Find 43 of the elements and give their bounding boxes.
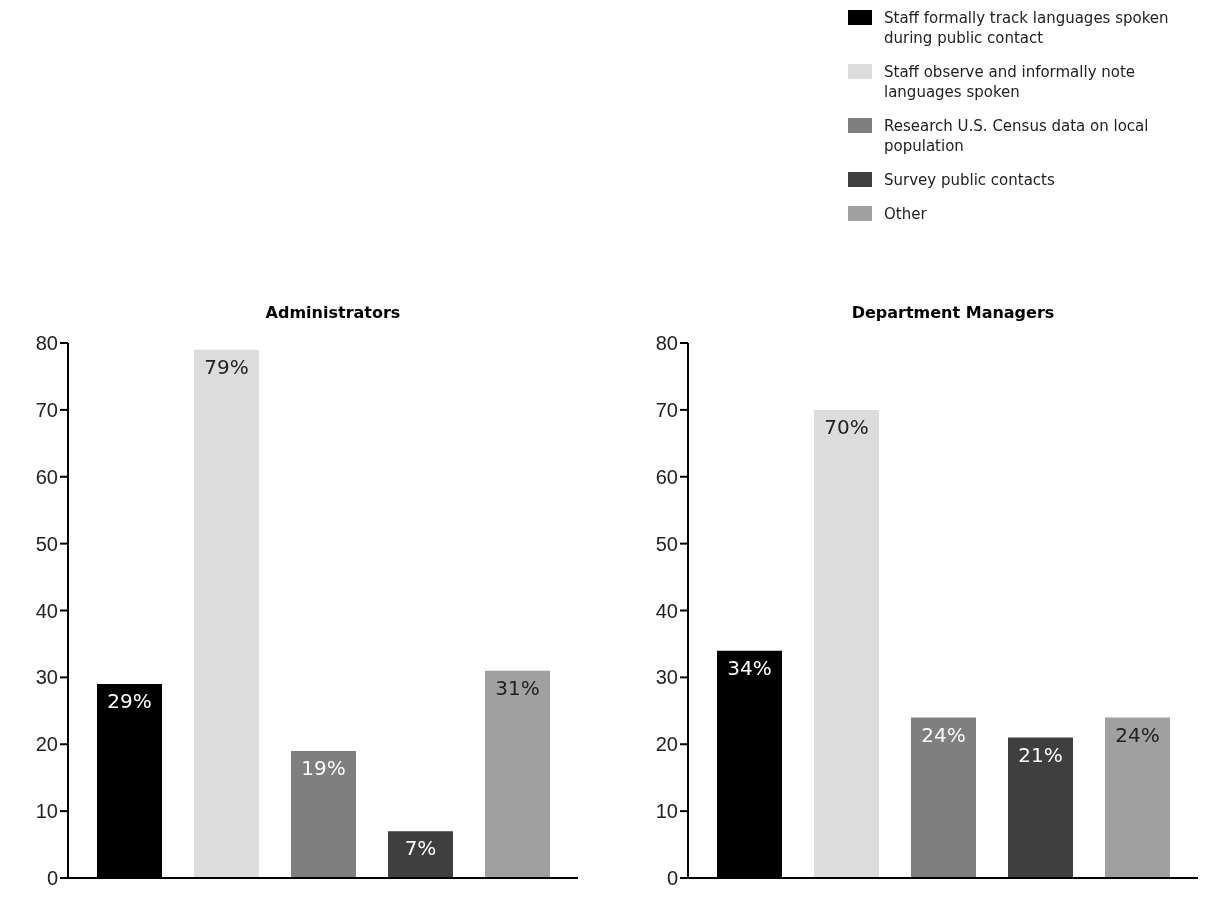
bar	[388, 831, 453, 878]
y-tick-label: 40	[655, 599, 678, 622]
bar	[1105, 717, 1170, 878]
y-tick-label: 20	[35, 733, 58, 756]
y-tick-label: 30	[655, 666, 678, 689]
data-label: 21%	[1018, 742, 1063, 767]
y-tick-label: 70	[35, 398, 58, 421]
y-tick-label: 20	[655, 733, 678, 756]
legend-label: Staff observe and informally note languages spoken	[884, 62, 1137, 102]
y-tick-label: 40	[35, 599, 58, 622]
y-tick-label: 10	[35, 800, 58, 823]
data-label: 29%	[107, 689, 152, 714]
bar	[1008, 737, 1073, 878]
chart-title: Department Managers	[850, 303, 1056, 324]
data-label: 7%	[404, 836, 437, 861]
y-tick-label: 70	[655, 398, 678, 421]
y-tick-label: 10	[655, 800, 678, 823]
data-label: 31%	[495, 675, 540, 700]
y-tick-label: 60	[655, 465, 678, 488]
legend-label: Staff formally track languages spoken during public contact	[884, 8, 1170, 48]
data-label: 24%	[1115, 722, 1160, 747]
bar	[194, 349, 259, 878]
y-tick-label: 80	[655, 332, 678, 355]
bar	[814, 409, 879, 878]
legend-label: Survey public contacts	[884, 170, 1056, 190]
y-tick-label: 0	[46, 867, 58, 890]
bar	[485, 670, 550, 878]
bar	[291, 750, 356, 878]
y-tick-label: 50	[655, 532, 678, 555]
legend-label: Research U.S. Census data on local population	[884, 116, 1150, 156]
legend-label: Other	[884, 204, 928, 224]
y-tick-label: 0	[666, 867, 678, 890]
chart-title: Administrators	[264, 303, 402, 324]
data-label: 19%	[301, 756, 346, 781]
y-tick-label: 30	[35, 666, 58, 689]
data-label: 34%	[727, 655, 772, 680]
y-tick-label: 80	[35, 332, 58, 355]
bar	[911, 717, 976, 878]
data-label: 70%	[824, 415, 869, 440]
y-tick-label: 50	[35, 532, 58, 555]
data-label: 79%	[204, 354, 249, 379]
y-tick-label: 60	[35, 465, 58, 488]
data-label: 24%	[921, 722, 966, 747]
